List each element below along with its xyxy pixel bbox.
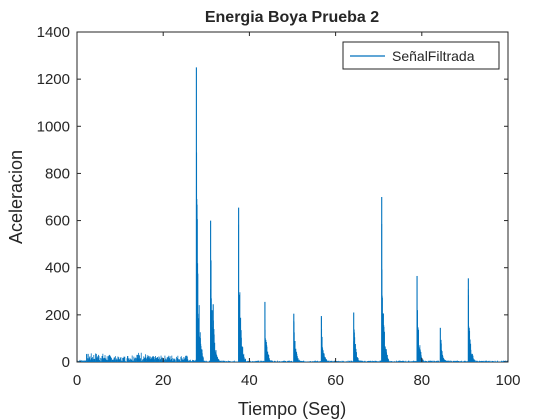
- y-tick-label: 600: [45, 213, 70, 230]
- y-tick-label: 400: [45, 260, 70, 277]
- y-tick-label: 1400: [37, 24, 70, 41]
- y-tick-label: 800: [45, 165, 70, 182]
- legend: SeñalFiltrada: [342, 41, 500, 70]
- x-tick-label: 40: [241, 372, 258, 389]
- y-tick-label: 200: [45, 307, 70, 324]
- x-tick-label: 20: [155, 372, 172, 389]
- y-tick-label: 1000: [37, 118, 70, 135]
- y-tick-label: 0: [62, 354, 70, 371]
- series-layer: [76, 67, 509, 362]
- x-tick-label: 80: [413, 372, 430, 389]
- y-axis-label: Aceleracion: [6, 150, 26, 244]
- x-tick-label: 0: [73, 372, 81, 389]
- plot-area: [76, 31, 509, 363]
- x-tick-label: 60: [327, 372, 344, 389]
- x-axis-label: Tiempo (Seg): [238, 399, 346, 419]
- y-tick-label: 1200: [37, 71, 70, 88]
- chart-title: Energia Boya Prueba 2: [205, 9, 379, 26]
- legend-entry: SeñalFiltrada: [392, 48, 475, 64]
- x-tick-label: 100: [495, 372, 520, 389]
